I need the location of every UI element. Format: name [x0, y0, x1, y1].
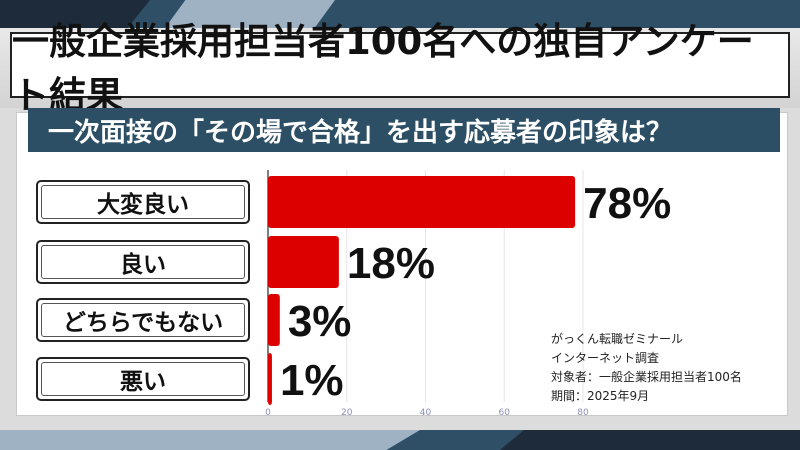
category-label: 大変良い — [97, 192, 189, 218]
category-label: どちらでもない — [62, 310, 224, 336]
category-label: 悪い — [120, 369, 166, 395]
category-label: 良い — [120, 252, 166, 278]
survey-source: がっくん転職ゼミナール インターネット調査 対象者：一般企業採用担当者100名 … — [551, 330, 742, 406]
bar-value-label: 18% — [347, 239, 435, 288]
chart-value-labels: 78% 18% 3% 1% — [280, 179, 671, 405]
source-line: がっくん転職ゼミナール — [551, 332, 684, 346]
top-decorative-band — [0, 0, 800, 28]
chart-bars — [268, 176, 576, 405]
bar — [268, 236, 339, 288]
chart-x-ticks: 0 20 40 60 80 — [265, 408, 589, 418]
source-line: 期間：2025年9月 — [551, 389, 650, 403]
x-tick-label: 40 — [420, 408, 432, 418]
bar-value-label: 1% — [280, 356, 344, 405]
bar — [268, 176, 576, 228]
x-tick-label: 0 — [265, 408, 271, 418]
category-label-box: 大変良い — [36, 180, 250, 224]
category-label-box: 良い — [36, 240, 250, 284]
bottom-decorative-band — [0, 430, 800, 450]
category-label-box: どちらでもない — [36, 298, 250, 342]
bar — [268, 353, 272, 405]
x-tick-label: 20 — [341, 408, 353, 418]
top-band-stripe — [165, 0, 335, 28]
question-banner: 一次面接の「その場で合格」を出す応募者の印象は？ — [28, 108, 780, 152]
bar-value-label: 78% — [583, 179, 671, 228]
category-label-box: 悪い — [36, 357, 250, 401]
x-tick-label: 80 — [577, 408, 589, 418]
bottom-band-dark-segment — [500, 430, 800, 450]
bar-value-label: 3% — [288, 297, 352, 346]
source-line: インターネット調査 — [551, 351, 660, 365]
x-tick-label: 60 — [499, 408, 511, 418]
source-line: 対象者：一般企業採用担当者100名 — [551, 370, 742, 384]
top-band-dark-segment — [0, 0, 150, 28]
bar — [268, 294, 280, 346]
bottom-band-light-segment — [0, 430, 420, 450]
